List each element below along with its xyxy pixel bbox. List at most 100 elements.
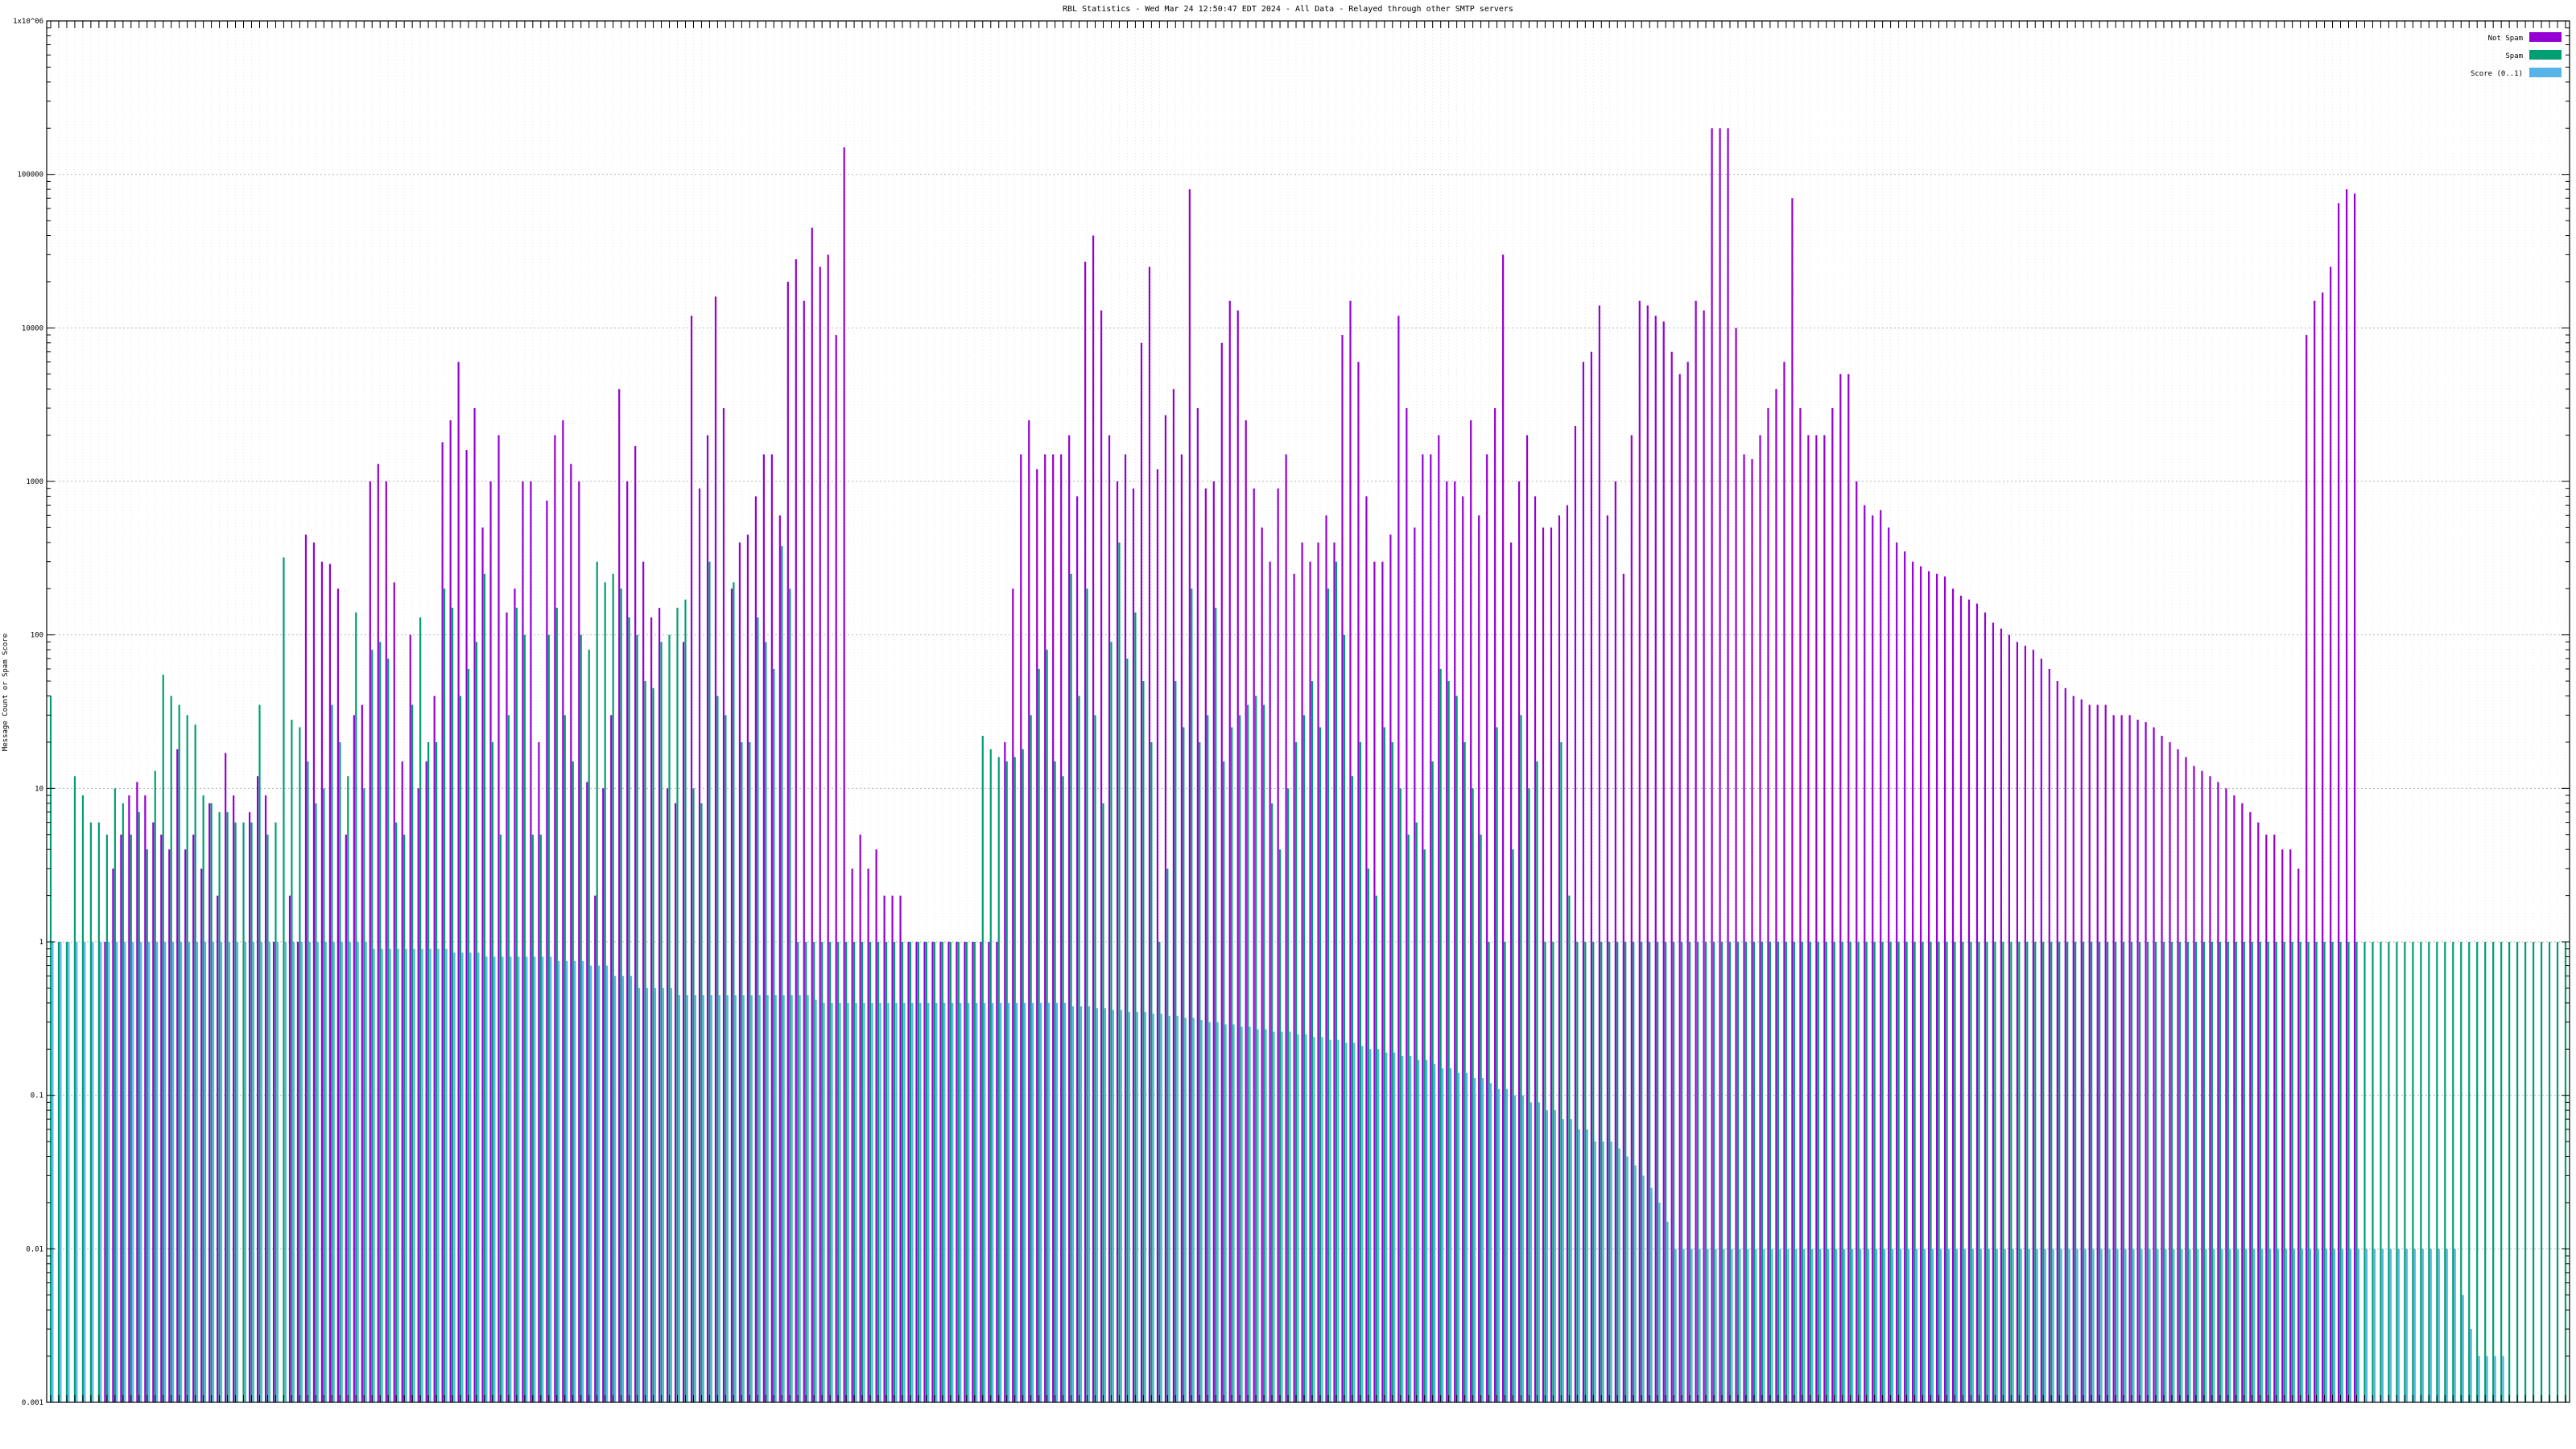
bar-score-0-1- [2028, 1249, 2030, 1402]
bar-spam [178, 704, 180, 1402]
bar-spam [1560, 741, 1563, 1402]
bar-spam [1681, 942, 1683, 1402]
bar-not-spam [795, 259, 797, 1402]
legend-swatch [2529, 50, 2562, 60]
bar-score-0-1- [1658, 1202, 1661, 1402]
bar-not-spam [1880, 510, 1882, 1403]
bar-not-spam [738, 542, 741, 1402]
bar-score-0-1- [2197, 1249, 2199, 1402]
bar-spam [2194, 942, 2197, 1402]
bar-score-0-1- [2165, 1249, 2167, 1402]
bar-spam [724, 715, 727, 1402]
bar-score-0-1- [1763, 1249, 1765, 1402]
bar-score-0-1- [2108, 1249, 2111, 1402]
bar-not-spam [602, 788, 605, 1402]
bar-spam [1986, 942, 1988, 1402]
bar-spam [1302, 715, 1306, 1402]
bar-spam [65, 942, 68, 1402]
bar-spam [1078, 696, 1080, 1402]
bar-spam [1857, 942, 1860, 1402]
bar-not-spam [1678, 374, 1681, 1402]
bar-not-spam [554, 435, 556, 1402]
bar-score-0-1- [2357, 1249, 2360, 1402]
bar-score-0-1- [1915, 1249, 1918, 1402]
bar-not-spam [570, 464, 572, 1402]
bar-score-0-1- [839, 1002, 841, 1402]
bar-not-spam [2217, 782, 2219, 1402]
bar-not-spam [217, 895, 219, 1402]
bar-spam [275, 822, 277, 1402]
bar-spam [2500, 942, 2503, 1402]
bar-spam [1496, 727, 1498, 1402]
bar-score-0-1- [823, 1002, 825, 1402]
bar-not-spam [1406, 408, 1408, 1403]
bar-spam [1407, 834, 1410, 1402]
bar-not-spam [2080, 699, 2083, 1402]
bar-score-0-1- [2277, 1249, 2280, 1402]
bar-score-0-1- [1385, 1052, 1388, 1402]
bar-score-0-1- [1819, 1249, 1822, 1402]
bar-spam [315, 803, 317, 1402]
bar-spam [1142, 681, 1145, 1402]
bar-spam [2178, 942, 2182, 1402]
bar-score-0-1- [1088, 1006, 1091, 1402]
bar-score-0-1- [1337, 1039, 1340, 1402]
chart-title: RBL Statistics - Wed Mar 24 12:50:47 EDT… [1063, 5, 1513, 14]
bar-spam [636, 634, 638, 1402]
bar-not-spam [907, 942, 910, 1402]
bar-spam [1367, 869, 1369, 1402]
bar-spam [644, 681, 646, 1402]
bar-not-spam [1365, 496, 1368, 1402]
bar-spam [1199, 741, 1201, 1402]
bar-score-0-1- [252, 942, 255, 1402]
bar-score-0-1- [1353, 1042, 1356, 1402]
bar-not-spam [288, 895, 291, 1402]
bar-score-0-1- [477, 952, 480, 1402]
bar-not-spam [1462, 496, 1464, 1402]
bar-spam [2412, 942, 2414, 1402]
bar-not-spam [698, 488, 701, 1403]
bar-spam [2524, 942, 2527, 1402]
bar-spam [1062, 776, 1064, 1402]
bar-not-spam [2048, 668, 2050, 1402]
bar-spam [1327, 588, 1330, 1402]
bar-score-0-1- [1602, 1141, 1604, 1402]
bar-score-0-1- [2301, 1249, 2304, 1402]
bar-not-spam [2096, 704, 2099, 1402]
bar-score-0-1- [2438, 1249, 2440, 1402]
bar-score-0-1- [1481, 1077, 1484, 1402]
bar-not-spam [939, 942, 942, 1402]
bar-score-0-1- [1418, 1059, 1420, 1402]
bar-spam [1592, 942, 1595, 1402]
bar-not-spam [1951, 588, 1955, 1402]
bar-not-spam [2161, 736, 2163, 1402]
bar-score-0-1- [863, 1002, 865, 1402]
bar-not-spam [923, 942, 926, 1402]
bar-not-spam [1132, 488, 1135, 1403]
bar-not-spam [2177, 749, 2179, 1402]
legend-label: Spam [2505, 52, 2523, 60]
bar-spam [2026, 942, 2029, 1402]
bar-spam [1744, 942, 1748, 1402]
bar-score-0-1- [2365, 1249, 2368, 1402]
bar-not-spam [610, 715, 613, 1402]
bar-spam [1736, 942, 1740, 1402]
bar-not-spam [256, 776, 259, 1402]
bar-score-0-1- [148, 942, 151, 1402]
bar-spam [1311, 681, 1314, 1402]
bar-score-0-1- [2462, 1294, 2464, 1402]
bar-not-spam [1912, 561, 1914, 1402]
bar-not-spam [1414, 527, 1416, 1402]
bar-score-0-1- [1208, 1022, 1211, 1402]
bar-not-spam [690, 316, 693, 1403]
bar-not-spam [2040, 658, 2042, 1402]
bar-spam [2339, 942, 2342, 1402]
bar-spam [1504, 942, 1506, 1402]
bar-spam [1657, 942, 1659, 1402]
bar-spam [2331, 942, 2334, 1402]
bar-score-0-1- [84, 942, 86, 1402]
bar-score-0-1- [1402, 1055, 1404, 1402]
bar-score-0-1- [1939, 1249, 1942, 1402]
bar-score-0-1- [1883, 1249, 1886, 1402]
bar-score-0-1- [1071, 1006, 1075, 1402]
